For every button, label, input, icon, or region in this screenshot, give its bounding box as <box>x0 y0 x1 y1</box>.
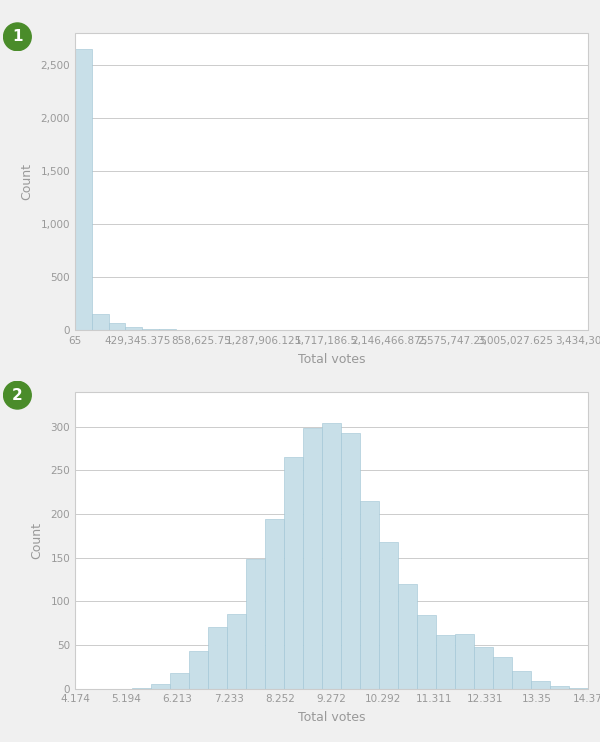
Bar <box>75 49 92 330</box>
Bar <box>512 671 531 689</box>
Bar <box>493 657 512 689</box>
Bar <box>125 327 142 330</box>
Bar <box>531 680 550 689</box>
Bar <box>398 584 417 689</box>
Bar <box>322 423 341 689</box>
Bar <box>109 323 125 330</box>
Bar <box>159 329 176 330</box>
Bar <box>132 688 151 689</box>
Bar <box>550 686 569 689</box>
Circle shape <box>4 23 31 50</box>
Bar <box>436 635 455 689</box>
Bar <box>227 614 246 689</box>
Bar <box>189 651 208 689</box>
Circle shape <box>4 381 31 409</box>
Bar <box>569 688 588 689</box>
Bar <box>303 427 322 689</box>
Bar <box>284 457 303 689</box>
X-axis label: Total votes: Total votes <box>298 711 365 724</box>
Bar <box>246 559 265 689</box>
Bar <box>360 501 379 689</box>
Bar <box>142 329 159 330</box>
Y-axis label: Count: Count <box>31 522 43 559</box>
Text: 2: 2 <box>12 387 23 403</box>
Bar <box>379 542 398 689</box>
Bar <box>417 615 436 689</box>
Bar <box>208 628 227 689</box>
Text: 1: 1 <box>12 29 23 45</box>
Bar <box>455 634 474 689</box>
Bar <box>92 315 109 330</box>
Y-axis label: Count: Count <box>20 163 34 200</box>
Bar <box>341 433 360 689</box>
Bar <box>151 684 170 689</box>
Bar <box>265 519 284 689</box>
Bar <box>170 673 189 689</box>
X-axis label: Total votes: Total votes <box>298 352 365 366</box>
Bar <box>474 647 493 689</box>
